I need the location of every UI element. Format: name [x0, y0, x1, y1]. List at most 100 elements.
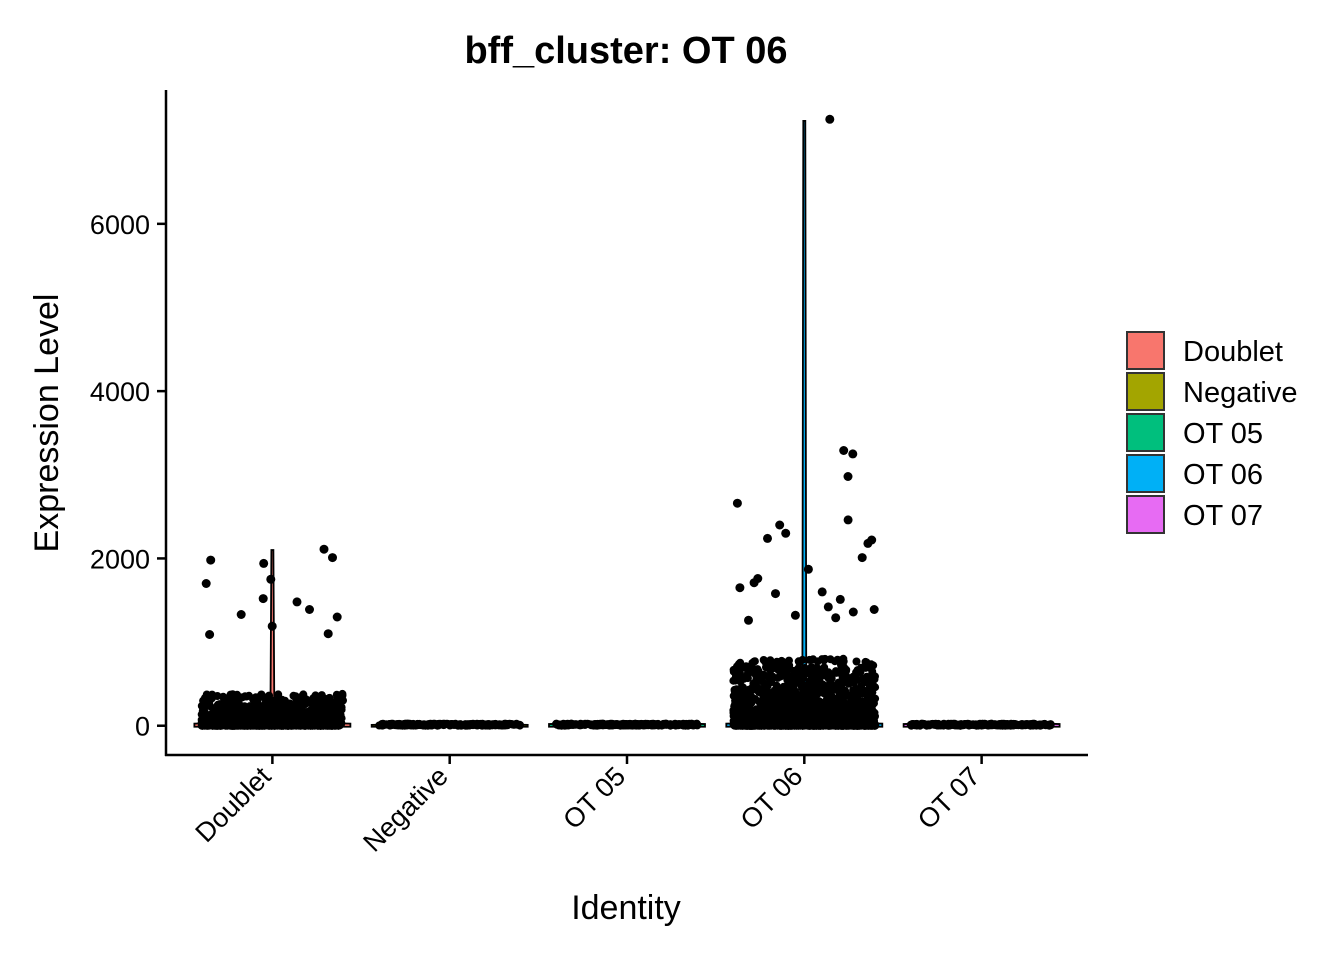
data-point: [745, 685, 754, 694]
data-point: [274, 690, 283, 699]
data-point: [212, 717, 220, 725]
y-tick-label: 0: [135, 712, 150, 742]
y-tick-label: 2000: [90, 544, 150, 574]
data-point: [786, 705, 794, 714]
outlier-point: [863, 538, 873, 548]
legend-label: OT 07: [1183, 500, 1263, 532]
data-point: [445, 721, 454, 730]
data-point: [858, 689, 867, 698]
outlier-point: [206, 555, 216, 565]
outlier-point: [259, 558, 269, 568]
data-point: [378, 721, 387, 730]
data-point: [246, 715, 255, 724]
x-tick-label: Doublet: [190, 761, 277, 848]
data-point: [774, 700, 783, 709]
data-point: [828, 714, 837, 723]
data-point: [219, 702, 228, 711]
legend-label: Negative: [1183, 377, 1297, 409]
outlier-point: [763, 533, 772, 543]
data-point: [386, 720, 395, 729]
data-point: [647, 720, 656, 728]
data-point: [333, 693, 342, 702]
data-point: [774, 687, 783, 696]
data-point: [817, 714, 826, 723]
data-point: [258, 721, 267, 730]
legend-swatch: [1126, 331, 1165, 370]
data-point: [251, 693, 260, 702]
data-point: [692, 720, 701, 729]
data-point: [324, 694, 333, 703]
data-point: [767, 678, 776, 687]
data-point: [415, 719, 424, 728]
data-point: [403, 720, 412, 728]
data-point: [619, 721, 628, 730]
violin-layer: [193, 120, 1061, 728]
data-point: [789, 720, 798, 729]
outlier-point: [775, 520, 785, 530]
data-point: [454, 720, 463, 729]
outlier-point: [869, 605, 879, 614]
outlier-point: [831, 613, 841, 623]
data-point: [778, 721, 787, 730]
data-point: [232, 704, 241, 713]
data-point: [663, 720, 672, 729]
data-point: [870, 716, 878, 725]
outlier-point: [305, 605, 314, 614]
data-point: [754, 667, 763, 676]
data-point: [802, 713, 811, 721]
data-point: [801, 664, 809, 673]
data-point: [813, 680, 822, 689]
data-point: [242, 721, 251, 730]
data-point: [913, 720, 922, 729]
data-point: [749, 657, 758, 666]
y-axis-label: Expression Level: [28, 294, 66, 553]
data-point: [856, 668, 865, 677]
data-point: [330, 721, 339, 730]
legend-swatch: [1126, 495, 1165, 534]
data-point: [852, 657, 861, 666]
data-point: [811, 692, 820, 701]
data-point: [770, 662, 779, 670]
data-point: [560, 720, 569, 729]
data-point: [554, 720, 562, 729]
data-point: [983, 720, 992, 729]
data-point: [607, 721, 616, 730]
data-point: [972, 720, 980, 729]
data-point: [759, 684, 768, 693]
data-point: [752, 721, 761, 730]
data-point: [865, 689, 874, 698]
outlier-point: [781, 528, 791, 538]
legend-swatch: [1126, 372, 1165, 411]
data-point: [785, 656, 793, 665]
data-point: [270, 696, 279, 705]
data-point: [1030, 721, 1039, 730]
data-point: [813, 663, 821, 672]
data-point: [994, 720, 1003, 729]
data-point: [513, 720, 522, 729]
outlier-point: [258, 594, 268, 604]
outlier-point: [266, 574, 276, 584]
data-point: [300, 721, 309, 730]
x-axis-ticks: Doublet Negative OT 05 OT 06 OT 07: [190, 755, 986, 858]
data-point: [737, 702, 746, 710]
data-point: [866, 700, 875, 709]
data-point: [744, 706, 752, 715]
data-point: [222, 720, 231, 729]
data-point: [777, 656, 786, 665]
data-point: [213, 692, 222, 700]
outlier-point: [744, 615, 753, 625]
data-point: [851, 684, 860, 693]
outlier-point: [771, 589, 780, 599]
data-point: [922, 721, 931, 730]
data-point: [307, 720, 316, 729]
data-point: [757, 698, 766, 707]
data-point: [836, 658, 845, 667]
data-point: [434, 719, 443, 728]
data-point: [286, 704, 295, 713]
data-point: [741, 721, 750, 730]
data-point: [824, 673, 833, 682]
data-point: [283, 721, 292, 730]
data-point: [862, 717, 871, 726]
data-point: [799, 693, 808, 702]
data-point: [330, 714, 339, 722]
